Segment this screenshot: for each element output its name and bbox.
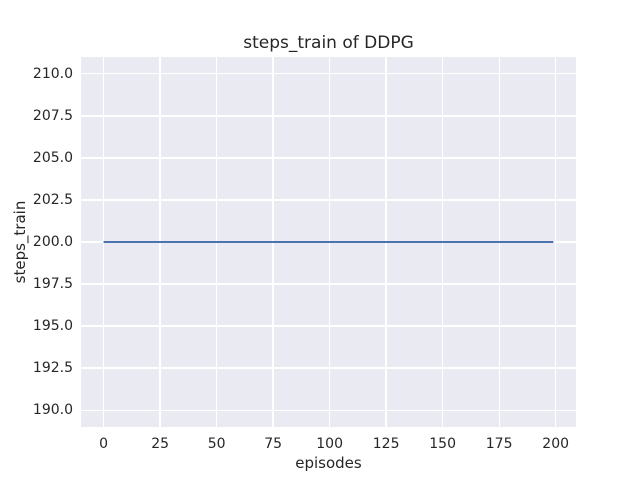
- y-gridline: [81, 409, 576, 411]
- y-axis-label: steps_train: [11, 200, 29, 284]
- y-gridline: [81, 157, 576, 159]
- y-gridline: [81, 199, 576, 201]
- y-gridline: [81, 115, 576, 117]
- y-tick-label: 205.0: [32, 149, 73, 166]
- x-tick-label: 150: [429, 436, 457, 452]
- x-tick-label: 125: [372, 436, 400, 452]
- x-tick-label: 100: [316, 436, 343, 452]
- y-tick-label: 197.5: [32, 276, 73, 293]
- x-axis-label: episodes: [295, 454, 362, 472]
- x-tick-label: 175: [485, 436, 513, 452]
- x-tick-label: 25: [151, 436, 170, 452]
- chart-title: steps_train of DDPG: [243, 33, 414, 53]
- y-tick-label: 200.0: [32, 234, 73, 250]
- y-tick-label: 202.5: [32, 191, 73, 208]
- y-tick-label: 192.5: [32, 360, 73, 377]
- y-tick-label: 190.0: [32, 402, 73, 419]
- y-gridline: [81, 367, 576, 369]
- y-gridline: [81, 325, 576, 327]
- data-line-layer: [103, 241, 554, 243]
- y-tick-label: 195.0: [32, 318, 73, 335]
- y-tick-label: 207.5: [32, 107, 73, 124]
- y-tick-label: 210.0: [32, 65, 73, 82]
- y-gridline: [81, 73, 576, 75]
- x-tick-label: 75: [264, 436, 283, 452]
- x-tick-label: 50: [207, 436, 226, 452]
- y-gridline: [81, 283, 576, 285]
- x-tick-label: 0: [99, 436, 109, 452]
- plot-area: [81, 57, 576, 427]
- x-tick-label: 200: [542, 436, 570, 452]
